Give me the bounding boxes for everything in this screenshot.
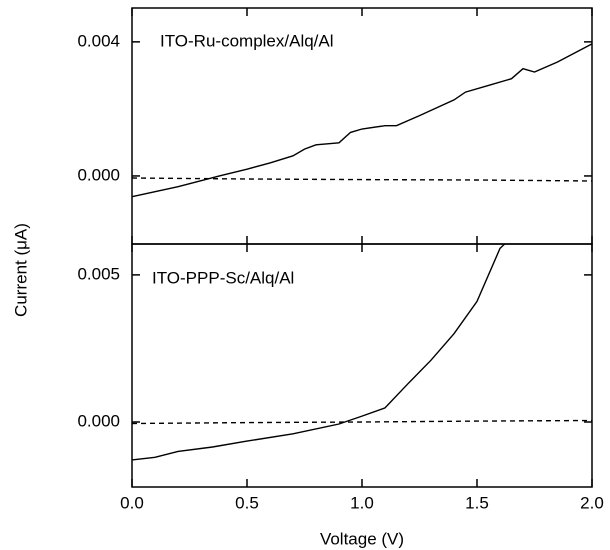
x-axis-title: Voltage (V) — [320, 529, 404, 548]
x-tick-label: 1.5 — [465, 493, 489, 512]
x-tick-label: 0.5 — [235, 493, 259, 512]
annotation: ITO-PPP-Sc/Alq/Al — [152, 268, 294, 287]
y-tick-label: 0.000 — [77, 165, 120, 184]
annotation: ITO-Ru-complex/Alq/Al — [160, 31, 334, 50]
data-line — [131, 43, 593, 198]
y-tick-label: 0.005 — [77, 264, 120, 283]
data-line — [131, 243, 506, 461]
y-tick-label: 0.000 — [77, 411, 120, 430]
x-tick-label: 1.0 — [350, 493, 374, 512]
x-tick-label: 2.0 — [580, 493, 604, 512]
x-tick-label: 0.0 — [120, 493, 144, 512]
y-tick-label: 0.004 — [77, 31, 120, 50]
y-axis-title: Current (μA) — [11, 223, 30, 317]
data-line — [131, 177, 593, 182]
data-line — [131, 419, 593, 425]
